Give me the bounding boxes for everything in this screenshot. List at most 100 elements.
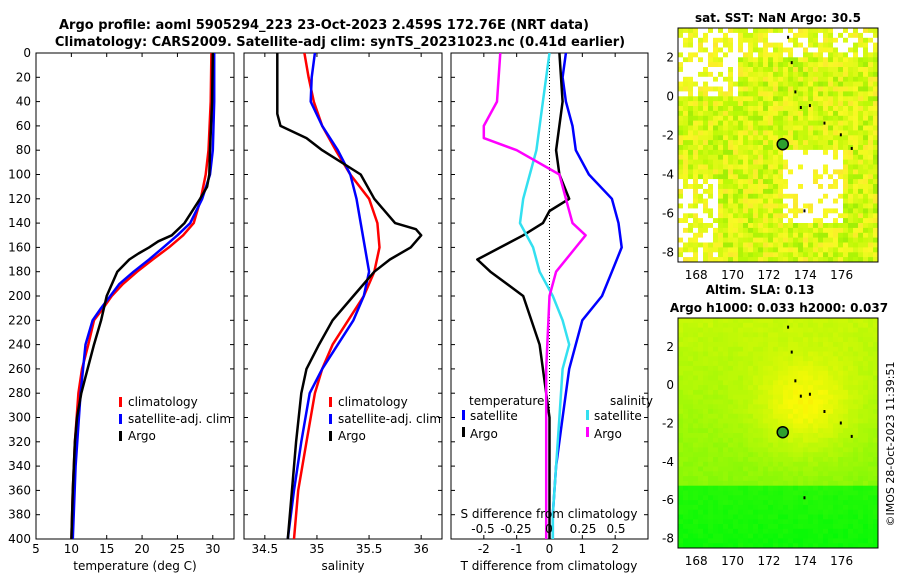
map-cell [678, 242, 684, 248]
map-cell [823, 125, 829, 131]
map-cell [823, 485, 829, 491]
map-cell [708, 106, 714, 112]
map-cell [763, 52, 769, 58]
map-cell [853, 86, 859, 92]
map-cell [738, 110, 744, 117]
map-cell [758, 466, 764, 472]
map-cell [693, 409, 699, 415]
map-cell [833, 437, 839, 444]
map-cell [773, 389, 779, 396]
map-cell [703, 490, 709, 496]
map-cell [788, 37, 794, 44]
map-cell [823, 524, 829, 530]
map-cell [758, 380, 764, 386]
map-cell [823, 428, 829, 434]
map-cell [783, 404, 789, 410]
map-cell [743, 533, 749, 539]
map-y-tick-label: 0 [666, 378, 674, 392]
map-cell [778, 356, 784, 362]
island-mark [799, 106, 802, 109]
map-cell [778, 346, 784, 353]
map-cell [838, 203, 844, 209]
map-cell [798, 346, 804, 353]
map-cell [743, 318, 749, 324]
x-tick-label: 30 [205, 542, 220, 556]
map-cell [828, 509, 834, 515]
map-cell [733, 375, 739, 381]
map-cell [683, 62, 689, 68]
map-cell [703, 528, 709, 535]
map-cell [803, 332, 809, 338]
map-cell [873, 203, 878, 209]
map-cell [713, 524, 719, 530]
map-cell [733, 461, 739, 468]
map-cell [788, 337, 794, 343]
map-cell [718, 81, 724, 87]
map-cell [763, 115, 769, 122]
map-cell [743, 457, 749, 463]
map-cell [728, 96, 734, 102]
map-cell [773, 375, 779, 381]
map-cell [833, 385, 839, 391]
map-cell [803, 135, 809, 141]
map-cell [773, 490, 779, 496]
map-cell [833, 106, 839, 112]
map-cell [713, 361, 719, 367]
map-cell [788, 394, 794, 400]
map-cell [793, 145, 799, 151]
map-cell [708, 140, 714, 146]
map-cell [838, 208, 844, 214]
map-cell [693, 327, 699, 333]
map-cell [758, 184, 764, 190]
map-cell [788, 179, 794, 185]
map-cell [778, 461, 784, 468]
map-cell [853, 433, 859, 439]
map-cell [798, 447, 804, 453]
map-cell [713, 28, 719, 34]
map-cell [703, 327, 709, 333]
map-cell [723, 159, 729, 165]
map-cell [733, 471, 739, 477]
map-cell [793, 57, 799, 63]
map-cell [803, 174, 809, 180]
map-cell [738, 130, 744, 136]
map-cell [698, 452, 704, 458]
map-cell [703, 447, 709, 453]
map-cell [828, 106, 834, 112]
map-cell [708, 356, 714, 362]
map-cell [738, 471, 744, 477]
map-cell [703, 135, 709, 141]
map-cell [683, 237, 689, 243]
map-cell [698, 71, 704, 78]
map-cell [713, 461, 719, 468]
map-cell [813, 57, 819, 63]
map-cell [743, 71, 749, 78]
map-cell [773, 476, 779, 482]
map-cell [743, 52, 749, 58]
map-cell [733, 356, 739, 362]
map-cell [748, 504, 754, 511]
map-cell [783, 480, 789, 487]
map-cell [843, 81, 849, 87]
map-cell [758, 524, 764, 530]
map-cell [808, 198, 814, 204]
salinity-xlabel: salinity [321, 559, 364, 573]
map-cell [743, 67, 749, 73]
map-cell [833, 485, 839, 491]
map-cell [873, 257, 878, 262]
map-cell [758, 365, 764, 372]
map-cell [768, 332, 774, 338]
map-cell [783, 500, 789, 506]
map-cell [833, 332, 839, 338]
map-cell [808, 389, 814, 396]
map-cell [853, 198, 859, 204]
map-cell [733, 528, 739, 535]
map-cell [788, 120, 794, 126]
map-cell [783, 509, 789, 515]
map-cell [833, 519, 839, 525]
map-cell [738, 519, 744, 525]
map-cell [683, 361, 689, 367]
map-cell [723, 504, 729, 511]
map-cell [678, 247, 684, 253]
map-cell [843, 351, 849, 357]
